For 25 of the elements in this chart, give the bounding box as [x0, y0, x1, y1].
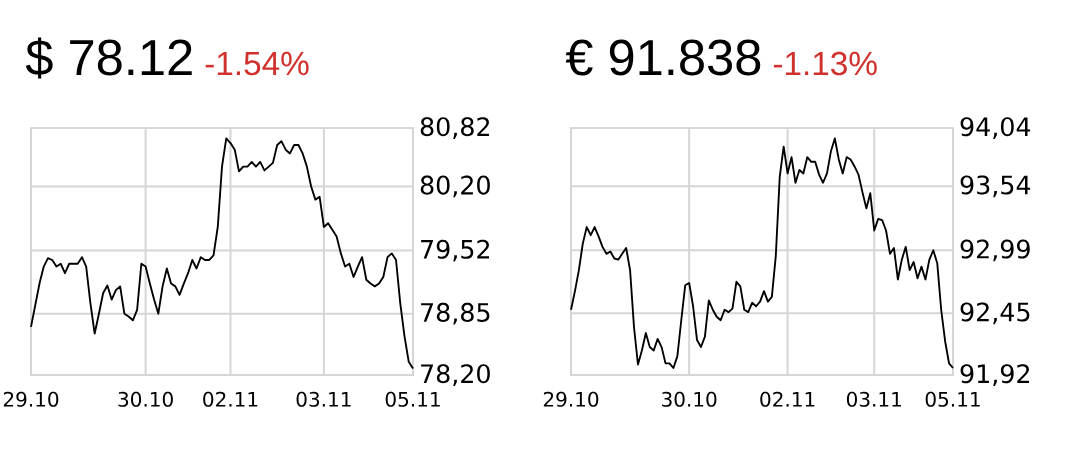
y-tick-label: 78,20 — [421, 364, 490, 386]
y-tick-label: 80,82 — [420, 117, 490, 139]
x-tick-label: 05.11 — [925, 391, 980, 407]
x-tick-label: 03.11 — [846, 391, 901, 407]
chart-subtitle: -1.54% — [205, 51, 309, 76]
chart-subtitle: -1.13% — [773, 51, 877, 76]
y-tick-label: 94,04 — [960, 117, 1031, 139]
x-tick-label: 30.10 — [118, 391, 173, 407]
y-tick-label: 78,85 — [421, 302, 490, 325]
y-tick-label: 79,52 — [421, 239, 490, 262]
y-tick-label: 92,45 — [960, 302, 1030, 325]
x-tick-label: 05.11 — [385, 391, 440, 407]
y-tick-label: 92,99 — [960, 239, 1030, 262]
line-series — [570, 137, 954, 369]
y-tick-label: 80,20 — [420, 175, 490, 198]
x-tick-label: 02.11 — [203, 391, 258, 407]
x-tick-label: 30.10 — [662, 391, 717, 407]
x-tick-label: 02.11 — [760, 391, 815, 407]
y-tick-label: 91,92 — [960, 364, 1029, 386]
y-tick-label: 93,54 — [960, 175, 1031, 198]
x-tick-label: 29.10 — [3, 391, 59, 407]
x-tick-label: 29.10 — [543, 391, 599, 407]
chart-title: € 91.838 — [565, 39, 761, 76]
chart-title: $ 78.12 — [25, 37, 192, 79]
x-tick-label: 03.11 — [296, 391, 351, 407]
